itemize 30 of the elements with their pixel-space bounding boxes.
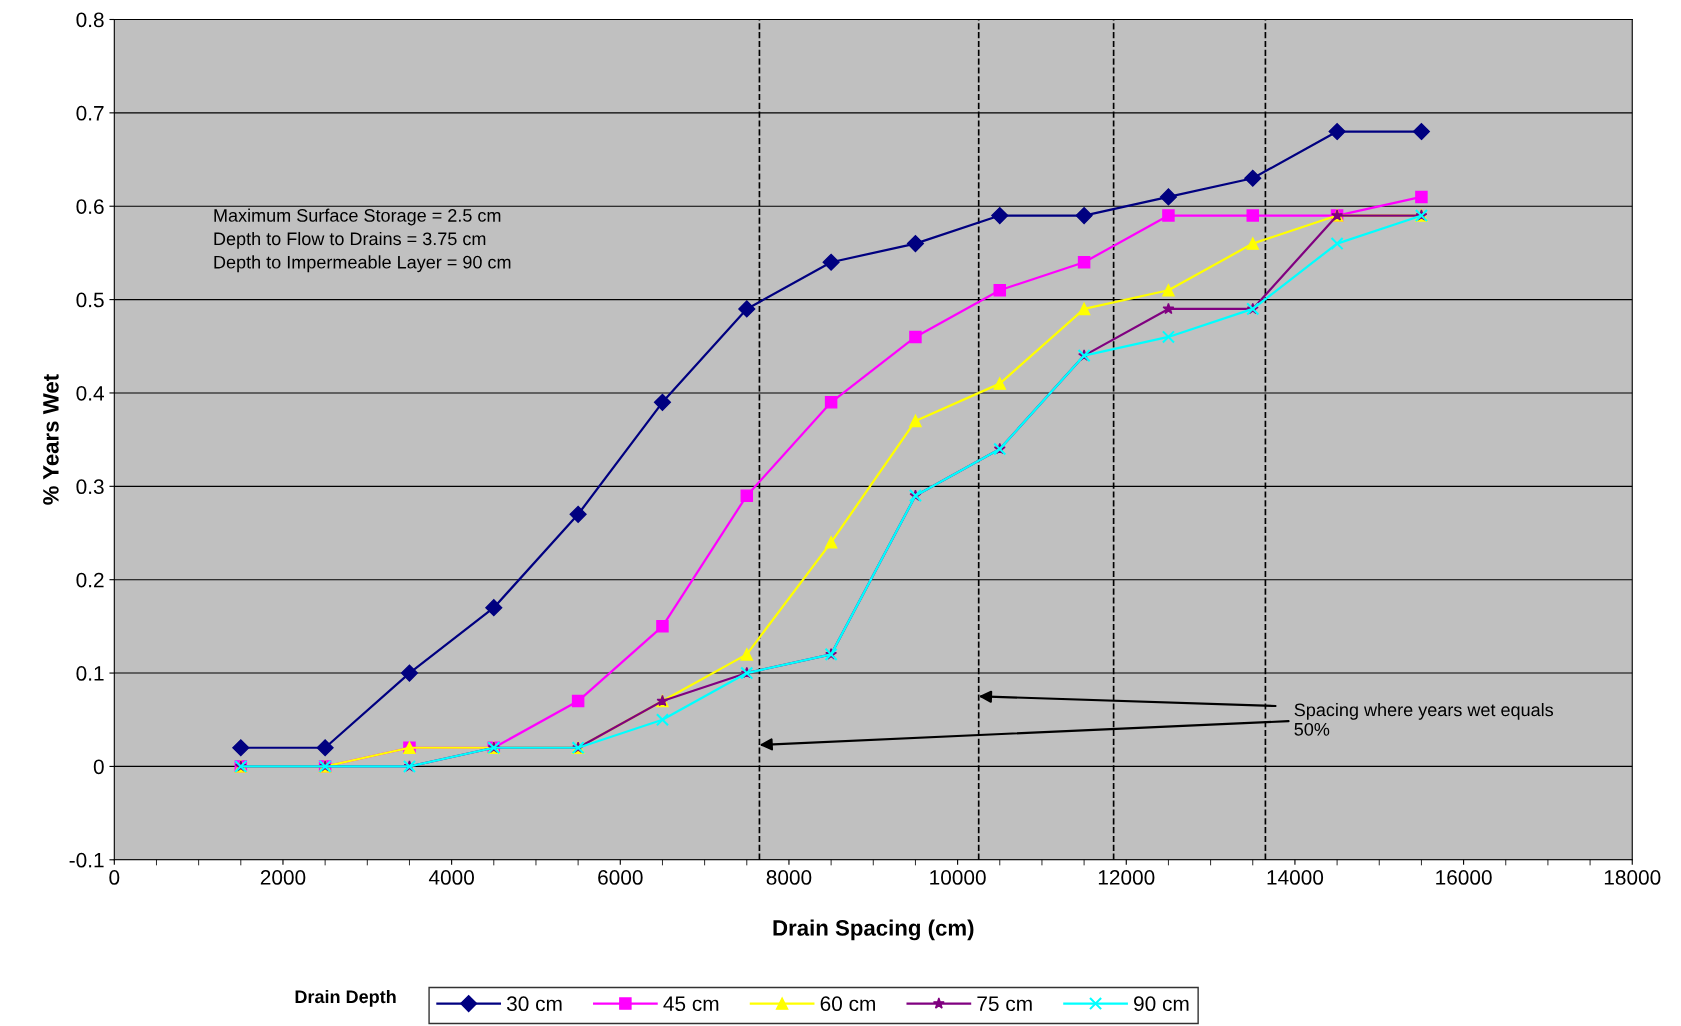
legend-label: 30 cm [506, 996, 562, 1012]
x-tick-label: 16000 [1436, 870, 1492, 885]
y-tick-label: 0.2 [76, 572, 104, 588]
legend-label: 45 cm [663, 996, 719, 1012]
y-tick-label: -0.1 [69, 852, 104, 868]
x-tick-label: 12000 [1098, 870, 1155, 885]
x-tick-label: 4000 [428, 870, 474, 885]
x-tick-label: 0 [109, 870, 120, 885]
x-axis-title: Drain Spacing (cm) [773, 919, 974, 941]
legend-label: 75 cm [977, 996, 1032, 1012]
legend-label: 90 cm [1134, 996, 1189, 1012]
x-tick-label: 14000 [1267, 870, 1324, 885]
x-tick-label: 6000 [598, 870, 643, 885]
legend-label: 60 cm [820, 996, 875, 1012]
x-tick-label: 10000 [930, 870, 986, 885]
x-tick-label: 8000 [766, 870, 812, 885]
y-tick-label: 0.5 [76, 292, 104, 308]
legend-title: Drain Depth [295, 989, 396, 1007]
y-tick-label: 0.6 [76, 199, 104, 214]
x-tick-label: 18000 [1604, 870, 1661, 885]
annotation: Spacing where years wet equals 50% [1294, 703, 1554, 736]
y-axis-title: % Years Wet [43, 374, 59, 505]
y-tick-label: 0.1 [76, 666, 104, 681]
y-tick-label: 0.8 [76, 12, 104, 28]
y-tick-label: 0.3 [76, 479, 104, 495]
x-tick-label: 2000 [260, 870, 306, 885]
y-tick-label: 0.4 [76, 385, 104, 401]
y-tick-label: 0 [93, 759, 104, 775]
y-tick-label: 0.7 [76, 105, 104, 121]
annotation: Maximum Surface Storage = 2.5 cm Depth to Flow to Drains = 3.75 cm Depth to Impermeable Layer = 90 cm [214, 208, 511, 273]
